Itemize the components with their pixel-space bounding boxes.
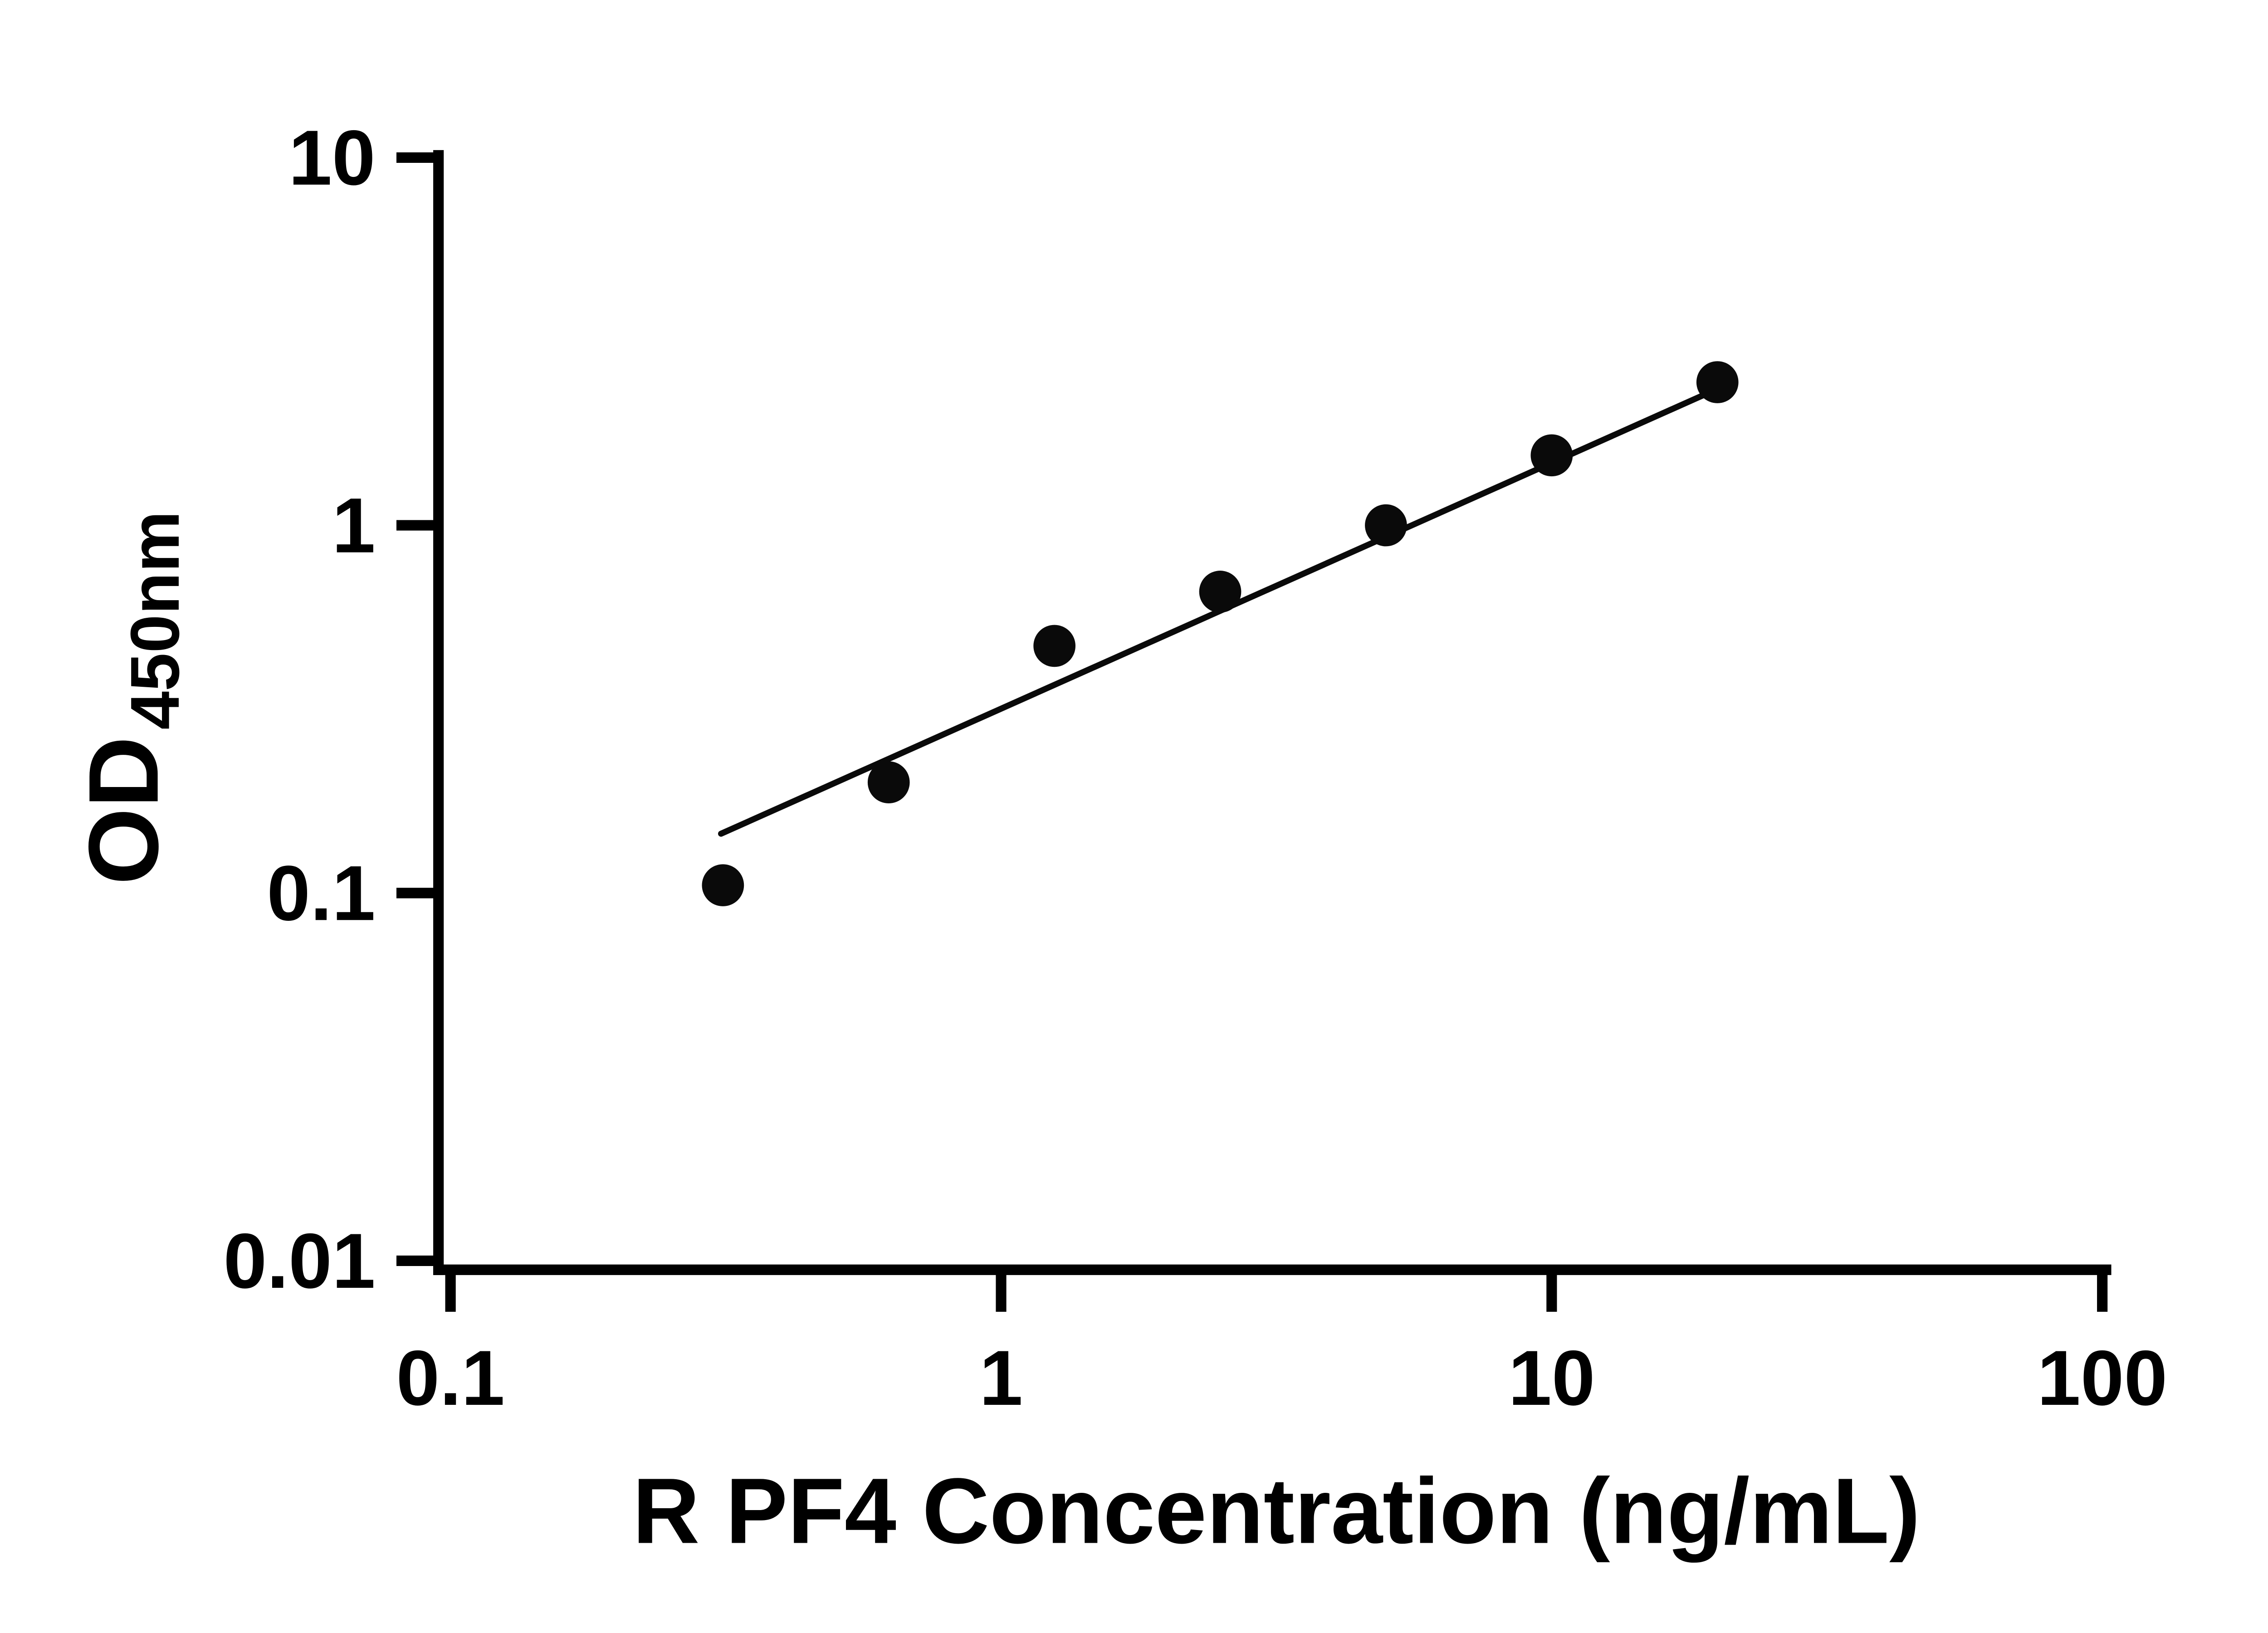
data-point xyxy=(1199,571,1242,613)
data-point xyxy=(1033,625,1075,667)
y-axis-title-subscript: 450nm xyxy=(117,511,194,729)
data-layer xyxy=(702,361,1739,906)
y-tick-label: 1 xyxy=(332,482,376,569)
data-point xyxy=(1696,361,1739,403)
x-tick-label: 1 xyxy=(979,1335,1023,1422)
y-tick-label: 0.01 xyxy=(224,1217,376,1305)
y-axis-title-main: OD xyxy=(68,736,179,885)
data-point xyxy=(1530,434,1573,477)
y-axis-title: OD 450nm xyxy=(68,511,194,885)
x-axis-title: R PF4 Concentration (ng/mL) xyxy=(632,1459,1920,1563)
y-tick-label: 10 xyxy=(288,114,375,201)
data-point xyxy=(702,864,744,906)
x-tick-label: 100 xyxy=(2037,1335,2167,1422)
x-tick-label: 0.1 xyxy=(396,1335,504,1422)
data-point xyxy=(1365,504,1407,547)
y-tick-label: 0.1 xyxy=(267,850,375,937)
data-point xyxy=(867,761,910,804)
x-tick-label: 10 xyxy=(1508,1335,1595,1422)
